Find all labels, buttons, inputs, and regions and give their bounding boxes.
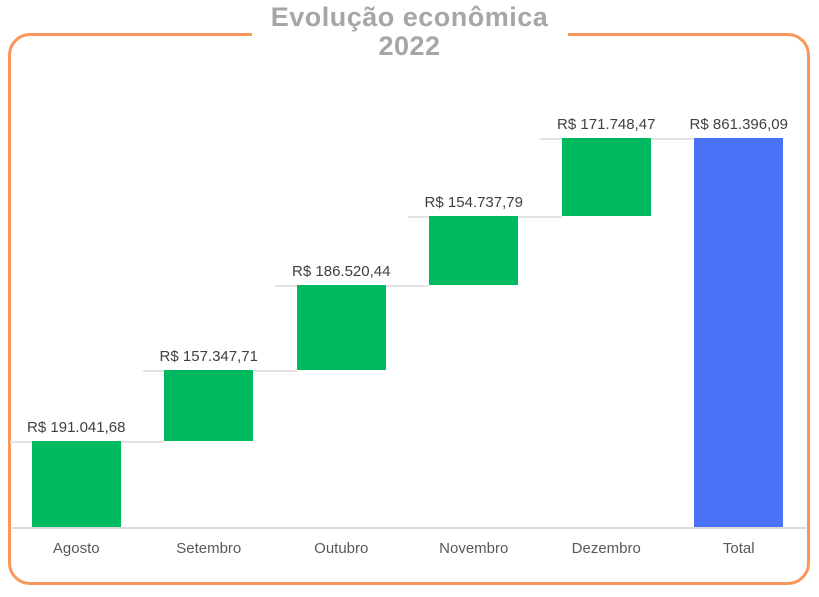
waterfall-bar-setembro (164, 369, 254, 441)
axis-label-agosto: Agosto (52, 540, 100, 557)
axis-label-dezembro: Dezembro (571, 540, 641, 557)
value-label-outubro: R$ 186.520,44 (292, 263, 391, 281)
value-label-dezembro: R$ 171.748,47 (557, 116, 656, 133)
chart-title: Evolução econômica (270, 2, 549, 32)
axis-label-novembro: Novembro (439, 540, 509, 557)
chart-subtitle: 2022 (378, 31, 441, 61)
axis-label-outubro: Outubro (314, 540, 369, 557)
chart-title-block: Evolução econômica 2022 (251, 0, 568, 65)
axis-label-total: Total (722, 540, 755, 557)
value-label-setembro: R$ 157.347,71 (159, 347, 258, 365)
value-label-total: R$ 861.396,09 (689, 116, 788, 133)
waterfall-bar-agosto (31, 440, 121, 527)
axis-label-setembro: Setembro (176, 540, 242, 557)
waterfall-bar-novembro (429, 215, 519, 286)
value-label-novembro: R$ 154.737,79 (424, 193, 523, 211)
x-axis-line (12, 527, 806, 529)
total-bar-total (694, 138, 784, 527)
waterfall-bar-outubro (296, 285, 386, 370)
value-label-agosto: R$ 191.041,68 (27, 418, 126, 436)
waterfall-bar-dezembro (561, 138, 651, 216)
